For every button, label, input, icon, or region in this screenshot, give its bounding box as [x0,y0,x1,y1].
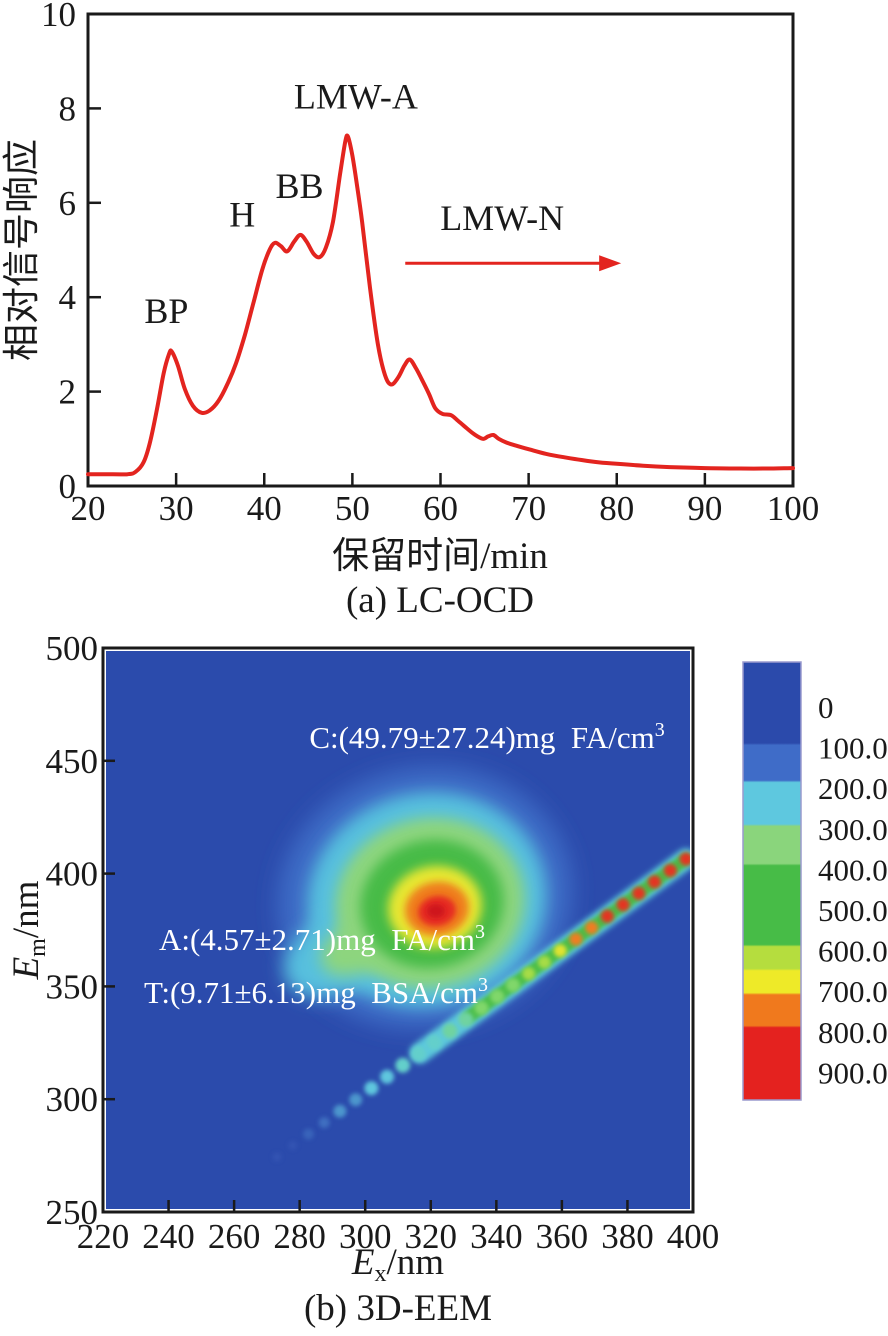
x-tick-label: 100 [767,489,820,528]
scatter-dot [349,1093,363,1107]
colorbar-label: 800.0 [818,1015,888,1050]
colorbar-label: 700.0 [818,974,888,1009]
scatter-dot [395,1057,411,1073]
x-tick-label: 360 [536,1217,589,1256]
x-tick-label: 280 [273,1217,326,1256]
scatter-dot [506,978,520,993]
x-tick-label: 300 [339,1217,392,1256]
x-tick-label: 400 [667,1217,720,1256]
eem-plot-area: C:(49.79±27.24)mg FA/cm3 A:(4.57±2.71)mg … [46,629,888,1256]
lmw-n-label: LMW-N [440,198,564,238]
colorbar-label: 900.0 [818,1055,888,1090]
colorbar-label: 300.0 [818,812,888,847]
scatter-dot [585,921,599,935]
panel-a-frame [86,12,795,488]
chromatogram-curve [86,133,795,477]
scatter-dot [600,909,614,923]
eem-annotation-t: T:(9.71±6.13)mg BSA/cm3 [144,974,488,1010]
scatter-dot [380,1069,395,1084]
panel-a-caption: (a) LC-OCD [346,580,534,620]
y-tick-label: 350 [46,967,99,1006]
scatter-dot [364,1081,379,1096]
scatter-dot [522,967,536,981]
panel-a-x-axis-label: 保留时间/min [332,536,548,577]
scatter-dot [458,1012,474,1027]
colorbar-label: 500.0 [818,893,888,928]
colorbar-label: 600.0 [818,934,888,969]
x-tick-label: 20 [71,489,106,528]
peak-label-bb: BB [275,166,323,206]
x-tick-label: 90 [687,489,722,528]
scatter-dot [333,1104,347,1118]
peak-label-lmw-a: LMW-A [294,76,418,116]
scatter-dot [272,1152,282,1162]
peak-label-bp: BP [144,291,188,331]
y-tick-label: 8 [59,89,77,128]
scatter-dot [474,1001,489,1015]
x-tick-label: 220 [77,1217,130,1256]
y-tick-label: 500 [46,629,99,668]
peak-label-h: H [229,194,255,234]
scatter-dot [616,898,630,912]
scatter-dot [648,875,661,889]
scatter-dot [490,989,505,1004]
y-tick-label: 450 [46,742,99,781]
x-tick-label: 80 [599,489,634,528]
x-tick-label: 50 [335,489,370,528]
y-tick-label: 6 [59,184,77,223]
eem-contour [427,904,445,918]
x-tick-label: 320 [405,1217,458,1256]
colorbar [742,661,802,1101]
colorbar-label: 400.0 [818,852,888,887]
y-tick-label: 400 [46,855,99,894]
x-tick-label: 40 [247,489,282,528]
scatter-dot [426,1034,442,1050]
scatter-dot [679,852,690,866]
x-tick-label: 30 [159,489,194,528]
panel-b-x-axis-label: Ex/nm [351,1242,444,1287]
scatter-dot [411,1046,427,1062]
y-tick-label: 4 [59,278,77,317]
scatter-dot [303,1128,314,1140]
scatter-dot [569,932,583,946]
lmw-n-arrow-head [599,255,622,272]
y-tick-label: 2 [59,373,77,412]
x-tick-label: 60 [423,489,458,528]
scatter-dot [663,864,677,877]
x-tick-label: 260 [208,1217,261,1256]
y-tick-label: 0 [59,467,77,506]
eem-map [106,651,690,1209]
x-tick-label: 340 [470,1217,523,1256]
panel-b-y-axis-label: Em/nm [6,880,51,980]
panel-b-caption: (b) 3D-EEM [304,1288,492,1329]
eem-chart: C:(49.79±27.24)mg FA/cm3 A:(4.57±2.71)mg … [6,629,888,1329]
y-tick-label: 300 [46,1080,99,1119]
scatter-dot [318,1117,330,1129]
scatter-dot [442,1023,458,1039]
panel-a-y-axis-label: 相对信号响应 [1,139,43,361]
x-tick-label: 240 [142,1217,195,1256]
y-tick-label: 250 [46,1193,99,1232]
scatter-dot [632,886,646,900]
colorbar-label: 100.0 [818,731,888,766]
eem-annotation-c: C:(49.79±27.24)mg FA/cm3 [309,719,664,755]
scatter-dot [537,955,551,969]
scatter-dot [553,944,567,958]
x-tick-label: 380 [601,1217,654,1256]
x-tick-label: 70 [511,489,546,528]
scatter-dot [288,1141,298,1150]
lc-ocd-plot-area: 20 30 40 50 60 70 80 90 100 0 2 4 6 8 10 BP H BB LMW-A LMW-… [41,0,819,528]
colorbar-label: 0 [818,690,834,725]
y-tick-label: 10 [41,0,76,34]
lc-ocd-chart: 20 30 40 50 60 70 80 90 100 0 2 4 6 8 10 BP H BB LMW-A LMW-… [1,0,819,620]
colorbar-label: 200.0 [818,771,888,806]
eem-annotation-a: A:(4.57±2.71)mg FA/cm3 [159,921,485,957]
